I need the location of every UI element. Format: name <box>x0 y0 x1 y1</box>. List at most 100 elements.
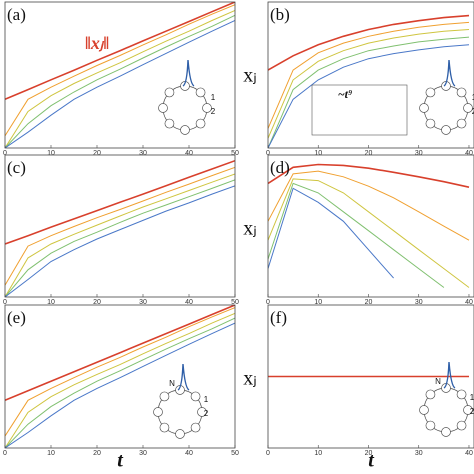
ring-node <box>463 103 473 113</box>
series-line <box>268 44 470 148</box>
ring-node <box>419 405 429 415</box>
ring-node <box>190 391 201 402</box>
x-tick-label: 20 <box>365 450 373 457</box>
plot-frame <box>4 154 236 298</box>
panel-label: (d) <box>270 158 290 177</box>
x-tick-label: 10 <box>314 150 322 157</box>
ring-label: N <box>169 379 175 388</box>
x-tick-label: 50 <box>231 299 239 306</box>
ring-node <box>425 389 436 400</box>
ring-node <box>158 103 168 113</box>
series-line <box>268 14 470 71</box>
x-tick-label: 0 <box>266 299 270 306</box>
peak <box>182 59 195 87</box>
series-line <box>5 4 235 137</box>
ring-node <box>456 87 467 98</box>
series-line <box>5 322 235 448</box>
series-line <box>5 307 235 437</box>
x-tick-label: 0 <box>3 299 7 306</box>
plot-area <box>5 305 235 448</box>
series-line <box>5 185 235 297</box>
x-tick-label: 30 <box>415 299 423 306</box>
series-line <box>268 36 470 148</box>
x-tick-label: 40 <box>465 299 473 306</box>
plot-frame <box>267 154 474 298</box>
ring-node <box>159 422 170 433</box>
inset-frame <box>311 84 408 136</box>
x-tick-label: 20 <box>93 450 101 457</box>
x-tick-label: 20 <box>93 299 101 306</box>
series-line <box>268 29 470 139</box>
ring-node <box>425 420 436 431</box>
x-tick-label: 20 <box>365 299 373 306</box>
x-axis-label: t <box>368 450 375 472</box>
x-tick-label: 10 <box>314 450 322 457</box>
x-tick-label: 40 <box>185 450 193 457</box>
annotation: ~t⁹ <box>338 87 352 101</box>
series-line <box>268 187 394 279</box>
x-tick-label: 30 <box>415 450 423 457</box>
x-tick-label: 20 <box>93 150 101 157</box>
series-line <box>268 170 470 241</box>
series-line <box>5 14 235 148</box>
ring-label: 1 <box>204 395 209 404</box>
series-line <box>268 163 470 188</box>
x-tick-label: 30 <box>139 450 147 457</box>
ring-node <box>441 427 451 437</box>
ring-node <box>164 118 175 129</box>
plot-frame <box>4 1 236 149</box>
x-tick-label: 10 <box>47 299 55 306</box>
ring-node <box>456 420 467 431</box>
panel-label: (b) <box>270 5 290 24</box>
x-tick-label: 0 <box>266 150 270 157</box>
ring-node <box>190 422 201 433</box>
ring-node <box>180 125 190 135</box>
series-line <box>5 20 235 148</box>
ring-label: 1 <box>472 93 474 102</box>
ring-node <box>195 87 206 98</box>
series-line <box>268 182 445 288</box>
peak <box>443 361 456 389</box>
ring-node <box>159 391 170 402</box>
y-axis-label: xⱼ <box>243 218 257 240</box>
x-tick-label: 30 <box>415 150 423 157</box>
x-tick-label: 20 <box>365 150 373 157</box>
ring-label: 1 <box>211 93 216 102</box>
y-axis-label: xⱼ <box>243 65 257 87</box>
ring-node <box>195 118 206 129</box>
series-line <box>5 2 235 101</box>
ring-node <box>419 103 429 113</box>
ring-node <box>425 87 436 98</box>
x-tick-label: 10 <box>47 150 55 157</box>
ring-label: 2 <box>470 407 474 416</box>
series-line <box>5 305 235 402</box>
x-tick-label: 10 <box>47 450 55 457</box>
ring-node <box>153 407 163 417</box>
plot-area <box>268 14 470 148</box>
ring-node <box>164 87 175 98</box>
x-tick-label: 40 <box>465 150 473 157</box>
x-tick-label: 10 <box>314 299 322 306</box>
ring-node <box>425 118 436 129</box>
series-line <box>268 178 470 288</box>
plot-area <box>5 2 235 148</box>
annotation: ‖xⱼ‖ <box>85 33 110 53</box>
panel-label: (a) <box>7 5 26 24</box>
ring-label: 2 <box>211 107 216 116</box>
plot-frame <box>267 1 474 149</box>
series-line <box>5 179 235 297</box>
plot-area <box>268 163 470 288</box>
ring-node <box>175 429 185 439</box>
ring-label: N <box>435 377 441 386</box>
x-tick-label: 40 <box>185 150 193 157</box>
series-line <box>5 166 235 286</box>
panel-label: (c) <box>7 158 26 177</box>
x-tick-label: 0 <box>3 150 7 157</box>
x-tick-label: 40 <box>185 299 193 306</box>
series-line <box>5 312 235 448</box>
ring-node <box>463 405 473 415</box>
panel-label: (f) <box>270 308 287 327</box>
x-tick-label: 50 <box>231 450 239 457</box>
x-tick-label: 0 <box>3 450 7 457</box>
series-line <box>268 21 470 129</box>
